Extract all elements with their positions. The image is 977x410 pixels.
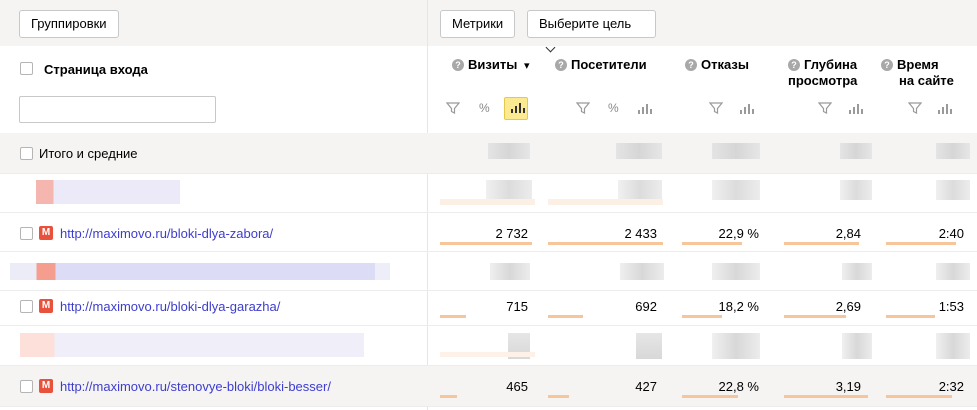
visits-bar xyxy=(440,315,466,318)
visitors-bar xyxy=(548,242,663,245)
select-all-checkbox[interactable] xyxy=(20,62,33,75)
time-bar xyxy=(886,242,956,245)
blurred-value xyxy=(936,143,970,159)
row-checkbox[interactable] xyxy=(20,300,33,313)
bars-icon[interactable] xyxy=(849,102,863,114)
goal-select-value: Выберите цель xyxy=(539,16,632,31)
blurred-value xyxy=(712,180,760,200)
depth-value: 2,84 xyxy=(835,226,861,241)
bounce-bar xyxy=(682,395,738,398)
visitors-value: 427 xyxy=(635,379,657,394)
filter-icon[interactable] xyxy=(576,101,590,115)
blurred-value xyxy=(936,333,970,359)
blurred-value xyxy=(620,263,664,280)
help-icon[interactable]: ? xyxy=(452,59,464,71)
percent-toggle[interactable]: % xyxy=(479,101,490,115)
blurred-value xyxy=(486,180,532,200)
blurred-value xyxy=(842,263,872,280)
visits-bar xyxy=(440,395,457,398)
bars-icon[interactable] xyxy=(938,102,952,114)
depth-value: 2,69 xyxy=(835,299,861,314)
bounce-value: 22,8 % xyxy=(718,379,759,394)
metrics-button[interactable]: Метрики xyxy=(440,10,516,38)
row-checkbox[interactable] xyxy=(20,227,33,240)
visitors-value: 2 433 xyxy=(624,226,657,241)
totals-label: Итого и средние xyxy=(39,146,138,161)
bounce-value: 22,9 % xyxy=(718,226,759,241)
blurred-value xyxy=(616,143,662,159)
row-url-link[interactable]: http://maximovo.ru/bloki-dlya-garazha/ xyxy=(60,299,281,314)
bounce-bar xyxy=(682,242,742,245)
column-divider xyxy=(427,0,428,410)
blurred-value xyxy=(636,333,662,359)
column-header-bounce[interactable]: ? Отказы xyxy=(685,57,749,73)
percent-toggle[interactable]: % xyxy=(608,101,619,115)
bars-toggle-active[interactable] xyxy=(504,97,528,120)
time-bar xyxy=(886,395,952,398)
blurred-value xyxy=(840,180,872,200)
blurred-value xyxy=(936,180,970,200)
filter-icon[interactable] xyxy=(908,101,922,115)
dimension-header: Страница входа xyxy=(44,62,148,77)
blurred-value xyxy=(618,180,662,200)
column-header-time[interactable]: ? Время на сайте xyxy=(881,57,954,89)
visitors-value: 692 xyxy=(635,299,657,314)
blurred-url xyxy=(10,263,390,280)
filter-icon[interactable] xyxy=(818,101,832,115)
goal-select[interactable]: Выберите цель xyxy=(527,10,656,53)
help-icon[interactable]: ? xyxy=(685,59,697,71)
time-value: 2:40 xyxy=(938,226,964,241)
bounce-bar xyxy=(682,315,722,318)
blurred-value xyxy=(712,263,760,280)
blurred-value xyxy=(490,263,530,280)
depth-bar xyxy=(784,242,859,245)
bounce-value: 18,2 % xyxy=(718,299,759,314)
site-favicon-icon: M xyxy=(39,379,53,393)
help-icon[interactable]: ? xyxy=(788,59,800,71)
blurred-url xyxy=(20,333,364,357)
row-url-link[interactable]: http://maximovo.ru/stenovye-bloki/bloki-… xyxy=(60,379,331,394)
blurred-value xyxy=(840,143,872,159)
filter-icon[interactable] xyxy=(446,101,460,115)
time-value: 2:32 xyxy=(938,379,964,394)
blurred-url xyxy=(36,180,180,204)
visitors-bar xyxy=(548,395,569,398)
dimension-filter-input[interactable] xyxy=(19,96,216,123)
visits-bar xyxy=(440,242,532,245)
blurred-value xyxy=(488,143,530,159)
visits-value: 715 xyxy=(506,299,528,314)
row-checkbox[interactable] xyxy=(20,380,33,393)
bars-icon[interactable] xyxy=(638,102,652,114)
row-url-link[interactable]: http://maximovo.ru/bloki-dlya-zabora/ xyxy=(60,226,274,241)
blurred-value xyxy=(842,333,872,359)
chevron-down-icon xyxy=(545,42,556,53)
sort-desc-icon: ▾ xyxy=(523,60,530,72)
filter-icon[interactable] xyxy=(709,101,723,115)
help-icon[interactable]: ? xyxy=(881,59,893,71)
time-value: 1:53 xyxy=(938,299,964,314)
visitors-bar xyxy=(548,315,583,318)
site-favicon-icon: M xyxy=(39,226,53,240)
table-row-hover-bg xyxy=(0,365,977,406)
blurred-value xyxy=(712,143,760,159)
depth-bar xyxy=(784,315,846,318)
column-header-depth[interactable]: ? Глубина просмотра xyxy=(788,57,858,88)
blurred-value xyxy=(936,263,970,280)
depth-value: 3,19 xyxy=(835,379,861,394)
depth-bar xyxy=(784,395,868,398)
column-header-visits[interactable]: ? Визиты ▾ xyxy=(452,57,529,74)
help-icon[interactable]: ? xyxy=(555,59,567,71)
visits-value: 465 xyxy=(506,379,528,394)
groupings-button[interactable]: Группировки xyxy=(19,10,119,38)
site-favicon-icon: M xyxy=(39,299,53,313)
time-bar xyxy=(886,315,935,318)
bars-icon[interactable] xyxy=(740,102,754,114)
column-header-visitors[interactable]: ? Посетители xyxy=(555,57,647,73)
blurred-value xyxy=(712,333,760,359)
totals-checkbox[interactable] xyxy=(20,147,33,160)
visits-value: 2 732 xyxy=(495,226,528,241)
